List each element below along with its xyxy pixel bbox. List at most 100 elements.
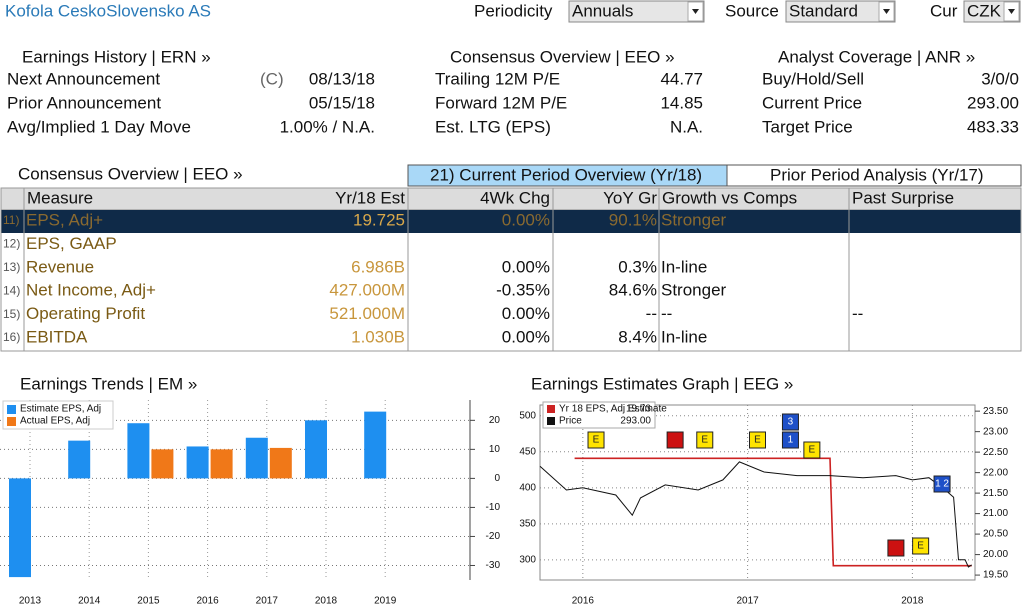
- row-number: 16): [3, 330, 20, 344]
- event-marker[interactable]: [781, 431, 799, 449]
- estimate: 6.986B: [351, 257, 405, 276]
- line-series: [539, 461, 972, 568]
- event-label: 3: [788, 417, 794, 428]
- y2-tick-label: 20.00: [983, 549, 1008, 560]
- growth-vs-comps: In-line: [661, 327, 707, 346]
- column-header: YoY Gr: [603, 188, 657, 207]
- currency-value: CZK: [967, 1, 1002, 20]
- row-number: 15): [3, 307, 20, 321]
- four-week-change: -0.35%: [496, 281, 550, 300]
- source-dropdown[interactable]: [785, 0, 896, 23]
- event-label: 1: [788, 435, 794, 446]
- x-tick-label: 2017: [736, 596, 759, 607]
- y-tick-label: -20: [486, 531, 501, 542]
- measure[interactable]: Revenue: [26, 257, 94, 276]
- x-tick-label: 2018: [315, 596, 338, 607]
- event-marker[interactable]: [587, 431, 605, 449]
- yoy-growth: 84.6%: [609, 281, 657, 300]
- summary-label: Trailing 12M P/E: [435, 69, 560, 88]
- event-marker[interactable]: [666, 431, 684, 449]
- growth-vs-comps: --: [661, 304, 672, 323]
- summary-label: Prior Announcement: [7, 93, 161, 112]
- measure[interactable]: Operating Profit: [26, 304, 145, 323]
- column-header: Growth vs Comps: [662, 188, 797, 207]
- line-series: [574, 457, 972, 567]
- summary-value: 44.77: [660, 69, 703, 88]
- chart-title[interactable]: Earnings Estimates Graph | EEG »: [531, 374, 793, 393]
- event-marker[interactable]: [781, 413, 799, 431]
- section-title[interactable]: Earnings History | ERN »: [22, 47, 211, 66]
- summary-value: 14.85: [660, 93, 703, 112]
- bar: [245, 437, 268, 479]
- summary-value: 1.00% / N.A.: [280, 117, 375, 136]
- event-marker[interactable]: [912, 537, 930, 555]
- y2-tick-label: 21.00: [983, 508, 1008, 519]
- y-tick-label: 450: [519, 446, 536, 457]
- row-number: 14): [3, 283, 20, 297]
- periodicity-dropdown[interactable]: [568, 0, 705, 23]
- bar: [127, 423, 150, 479]
- y-tick-label: 10: [489, 444, 501, 455]
- y-tick-label: 20: [489, 415, 501, 426]
- event-marker[interactable]: [933, 475, 951, 493]
- y2-tick-label: 20.50: [983, 529, 1008, 540]
- currency-arrow: [1008, 9, 1015, 14]
- four-week-change: 0.00%: [502, 327, 550, 346]
- event-label: E: [701, 435, 708, 446]
- periodicity-arrow: [692, 9, 699, 14]
- bar: [305, 420, 327, 479]
- table-border: [0, 187, 1022, 352]
- four-week-change: 0.00%: [502, 304, 550, 323]
- event-label: 1 2: [935, 479, 949, 490]
- event-marker[interactable]: [749, 431, 766, 449]
- summary-value: 483.33: [967, 117, 1019, 136]
- event-marker[interactable]: [803, 441, 821, 459]
- summary-value: 293.00: [967, 93, 1019, 112]
- x-tick-label: 2017: [256, 596, 279, 607]
- column-header: Measure: [27, 188, 93, 207]
- x-tick-label: 2016: [572, 596, 595, 607]
- section-title[interactable]: Analyst Coverage | ANR »: [778, 47, 975, 66]
- measure[interactable]: Net Income, Adj+: [26, 281, 156, 300]
- bar: [68, 440, 91, 479]
- y-tick-label: 500: [519, 410, 536, 421]
- column-header: Yr/18 Est: [335, 188, 405, 207]
- periodicity-value: Annuals: [572, 1, 633, 20]
- yoy-growth: 90.1%: [609, 210, 657, 229]
- event-label: E: [593, 435, 600, 446]
- estimate: 521.000M: [329, 304, 405, 323]
- past-surprise: --: [852, 304, 863, 323]
- measure[interactable]: EPS, Adj+: [26, 210, 103, 229]
- growth-vs-comps: Stronger: [661, 281, 727, 300]
- periodicity-label: Periodicity: [474, 1, 553, 20]
- summary-value: 08/13/18: [309, 69, 375, 88]
- four-week-change: 0.00%: [502, 210, 550, 229]
- event-label: E: [809, 445, 816, 456]
- section-title[interactable]: Consensus Overview | EEO »: [18, 164, 243, 183]
- measure[interactable]: EPS, GAAP: [26, 234, 117, 253]
- summary-label: Est. LTG (EPS): [435, 117, 551, 136]
- event-marker[interactable]: [887, 539, 905, 557]
- y2-tick-label: 23.00: [983, 426, 1008, 437]
- summary-label: Target Price: [762, 117, 853, 136]
- y-tick-label: 0: [494, 473, 500, 484]
- x-tick-label: 2013: [19, 596, 42, 607]
- estimate: 19.725: [353, 210, 405, 229]
- legend-box: [2, 400, 114, 430]
- event-label: E: [754, 435, 761, 446]
- bar: [151, 449, 174, 479]
- tab-label: 21) Current Period Overview (Yr/18): [430, 165, 702, 184]
- legend-label: Yr 18 EPS, Adj Estimate: [559, 404, 667, 415]
- y-tick-label: -10: [486, 502, 501, 513]
- y-tick-label: 300: [519, 554, 536, 565]
- section-title[interactable]: Consensus Overview | EEO »: [450, 47, 675, 66]
- measure[interactable]: EBITDA: [26, 327, 88, 346]
- x-tick-label: 2019: [374, 596, 397, 607]
- chart-title[interactable]: Earnings Trends | EM »: [20, 374, 197, 393]
- growth-vs-comps: In-line: [661, 257, 707, 276]
- event-marker[interactable]: [696, 431, 714, 449]
- source-value: Standard: [789, 1, 858, 20]
- legend-swatch: [547, 405, 555, 413]
- tab[interactable]: [726, 164, 1022, 187]
